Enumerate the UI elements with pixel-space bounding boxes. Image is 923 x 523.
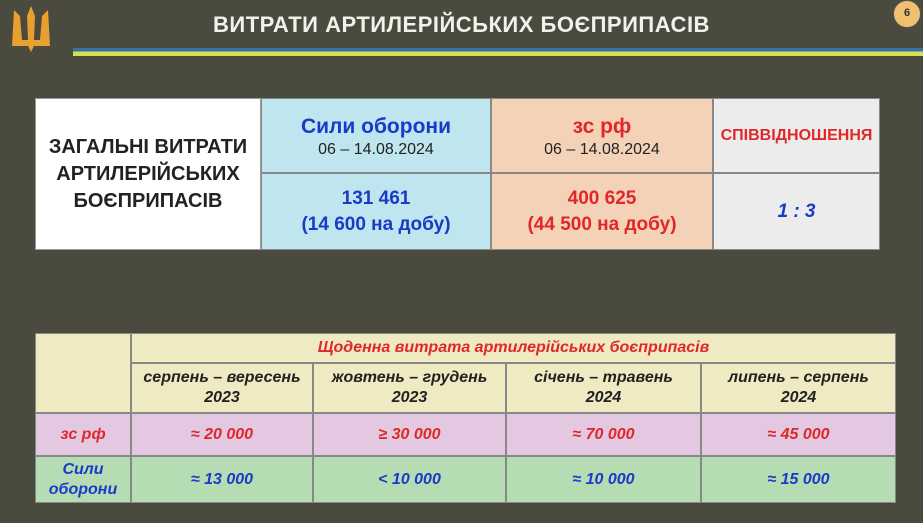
defense-name: Сили оборони [300, 114, 452, 138]
row-value: ≥ 30 000 [378, 425, 441, 443]
column-year: 2024 [780, 389, 817, 406]
russia-total: 400 625 [567, 187, 637, 209]
column-header: січень – травень 2024 [506, 363, 701, 413]
row-value: < 10 000 [378, 470, 441, 488]
row-value: ≈ 20 000 [190, 425, 254, 443]
column-header: серпень – вересень 2023 [131, 363, 313, 413]
defense-period: 06 – 14.08.2024 [318, 140, 434, 158]
title-underline-stripe [73, 48, 923, 56]
page-number-badge: 6 [893, 0, 921, 28]
column-months: липень – серпень [728, 369, 869, 386]
russia-name: зс рф [572, 114, 632, 138]
trident-icon [12, 6, 50, 52]
russia-period: 06 – 14.08.2024 [544, 140, 660, 158]
column-months: січень – травень [534, 369, 673, 386]
row-value: ≈ 45 000 [767, 425, 830, 443]
daily-table-title: Щоденна витрата артилерійських боєприпас… [317, 339, 710, 356]
column-months: серпень – вересень [143, 369, 301, 386]
column-year: 2024 [585, 389, 622, 406]
column-months: жовтень – грудень [331, 369, 488, 386]
row-value: ≈ 13 000 [190, 470, 254, 488]
row-label: Сили оборони [48, 460, 118, 498]
defense-daily: (14 600 на добу) [301, 213, 451, 235]
russia-daily: (44 500 на добу) [527, 213, 677, 235]
column-header: липень – серпень 2024 [701, 363, 896, 413]
column-year: 2023 [204, 389, 240, 406]
defense-total: 131 461 [341, 187, 411, 209]
row-value: ≈ 10 000 [572, 470, 635, 488]
row-label: зс рф [60, 425, 106, 443]
row-value: ≈ 15 000 [767, 470, 830, 488]
column-year: 2023 [391, 389, 428, 406]
ratio-label: СПІВВІДНОШЕННЯ [720, 126, 873, 144]
page-title: ВИТРАТИ АРТИЛЕРІЙСЬКИХ БОЄПРИПАСІВ [213, 12, 710, 37]
row-value: ≈ 70 000 [572, 425, 635, 443]
column-header: жовтень – грудень 2023 [313, 363, 506, 413]
summary-label: ЗАГАЛЬНІ ВИТРАТИ АРТИЛЕРІЙСЬКИХ БОЄПРИПА… [48, 135, 248, 212]
ratio-value: 1 : 3 [777, 200, 816, 222]
